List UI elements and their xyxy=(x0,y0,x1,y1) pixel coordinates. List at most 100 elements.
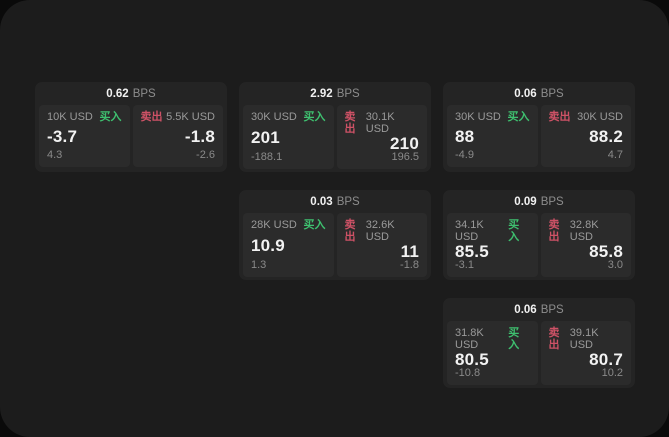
card-body: 28K USD 买入 10.9 1.3 卖出 32.6K USD 11 -1.8 xyxy=(239,213,431,280)
card-body: 31.8K USD 买入 80.5 -10.8 卖出 39.1K USD 80.… xyxy=(443,321,635,388)
card-header: 0.62 BPS xyxy=(35,82,227,105)
buy-tile-header: 30K USD 买入 xyxy=(251,111,326,123)
sell-tile[interactable]: 卖出 32.8K USD 85.8 3.0 xyxy=(540,213,631,278)
card-body: 30K USD 买入 88 -4.9 卖出 30K USD 88.2 4.7 xyxy=(443,105,635,172)
buy-tile[interactable]: 28K USD 买入 10.9 1.3 xyxy=(243,213,334,278)
card-body: 10K USD 买入 -3.7 4.3 卖出 5.5K USD -1.8 -2.… xyxy=(35,105,227,172)
sell-sub-value: -2.6 xyxy=(196,149,215,161)
quote-card: 0.06 BPS 30K USD 买入 88 -4.9 卖出 30K USD xyxy=(443,82,635,172)
bps-value: 0.62 xyxy=(106,87,129,100)
buy-amount: 10K USD xyxy=(47,111,93,123)
buy-value: 88 xyxy=(455,127,475,147)
buy-amount: 34.1K USD xyxy=(455,219,484,244)
sell-sub-value: 10.2 xyxy=(601,367,623,380)
sell-tile[interactable]: 卖出 5.5K USD -1.8 -2.6 xyxy=(132,105,223,167)
buy-sub-value: -4.9 xyxy=(455,149,474,161)
sell-tile-header: 卖出 30.1K USD xyxy=(345,111,420,135)
buy-tile-header: 28K USD 买入 xyxy=(251,219,326,231)
sell-value: 210 xyxy=(390,134,419,154)
buy-value: -3.7 xyxy=(47,127,78,147)
bps-unit: BPS xyxy=(540,195,564,208)
buy-sub-value: 4.3 xyxy=(47,149,63,161)
sell-tile[interactable]: 卖出 30K USD 88.2 4.7 xyxy=(540,105,631,167)
buy-sub-value: 1.3 xyxy=(251,259,267,272)
card-body: 34.1K USD 买入 85.5 -3.1 卖出 32.8K USD 85.8… xyxy=(443,213,635,280)
buy-tile[interactable]: 34.1K USD 买入 85.5 -3.1 xyxy=(447,213,538,278)
buy-value: 85.5 xyxy=(455,242,489,262)
card-header: 0.03 BPS xyxy=(239,190,431,213)
sell-amount: 30K USD xyxy=(577,111,623,123)
sell-label: 卖出 xyxy=(344,219,356,244)
sell-value: 80.7 xyxy=(589,350,623,370)
buy-label: 买入 xyxy=(507,111,530,123)
sell-tile[interactable]: 卖出 32.6K USD 11 -1.8 xyxy=(336,213,427,278)
sell-tile-header: 卖出 30K USD xyxy=(549,111,624,123)
bps-value: 0.09 xyxy=(514,195,537,208)
buy-tile[interactable]: 10K USD 买入 -3.7 4.3 xyxy=(39,105,130,167)
buy-label: 买入 xyxy=(303,219,326,231)
sell-tile-header: 卖出 5.5K USD xyxy=(141,111,216,123)
bps-value: 0.06 xyxy=(514,303,537,316)
sell-value: 11 xyxy=(400,242,419,262)
buy-sub-value: -10.8 xyxy=(455,367,481,380)
sell-tile-header: 卖出 39.1K USD xyxy=(549,327,624,351)
buy-tile-header: 34.1K USD 买入 xyxy=(455,219,530,243)
buy-tile[interactable]: 30K USD 买入 88 -4.9 xyxy=(447,105,538,167)
sell-sub-value: -1.8 xyxy=(400,259,419,272)
buy-value: 10.9 xyxy=(251,236,285,256)
buy-tile-header: 10K USD 买入 xyxy=(47,111,122,123)
buy-sub-value: -3.1 xyxy=(455,259,474,272)
sell-value: -1.8 xyxy=(184,127,215,147)
bps-unit: BPS xyxy=(540,303,564,316)
buy-label: 买入 xyxy=(99,111,122,123)
sell-label: 卖出 xyxy=(548,111,571,123)
sell-amount: 5.5K USD xyxy=(166,111,215,123)
quote-grid: 0.62 BPS 10K USD 买入 -3.7 4.3 卖出 5.5K USD xyxy=(35,82,635,388)
sell-label: 卖出 xyxy=(548,327,560,352)
buy-tile[interactable]: 30K USD 买入 201 -188.1 xyxy=(243,105,334,170)
sell-amount: 32.8K USD xyxy=(569,219,599,244)
sell-tile-header: 卖出 32.6K USD xyxy=(345,219,420,243)
card-header: 0.09 BPS xyxy=(443,190,635,213)
buy-tile-header: 31.8K USD 买入 xyxy=(455,327,530,351)
card-body: 30K USD 买入 201 -188.1 卖出 30.1K USD 210 1… xyxy=(239,105,431,172)
buy-label: 买入 xyxy=(508,219,520,244)
bps-unit: BPS xyxy=(132,87,156,100)
quote-card: 0.62 BPS 10K USD 买入 -3.7 4.3 卖出 5.5K USD xyxy=(35,82,227,172)
sell-label: 卖出 xyxy=(344,111,356,136)
buy-value: 201 xyxy=(251,128,280,148)
buy-value: 80.5 xyxy=(455,350,489,370)
bps-unit: BPS xyxy=(540,87,564,100)
sell-sub-value: 3.0 xyxy=(607,259,623,272)
buy-amount: 30K USD xyxy=(455,111,501,123)
sell-label: 卖出 xyxy=(548,219,560,244)
bps-value: 0.06 xyxy=(514,87,537,100)
sell-amount: 39.1K USD xyxy=(569,327,599,352)
sell-tile-header: 卖出 32.8K USD xyxy=(549,219,624,243)
buy-label: 买入 xyxy=(508,327,520,352)
buy-sub-value: -188.1 xyxy=(251,151,283,164)
buy-tile[interactable]: 31.8K USD 买入 80.5 -10.8 xyxy=(447,321,538,386)
buy-amount: 28K USD xyxy=(251,219,297,231)
sell-sub-value: 4.7 xyxy=(607,149,623,161)
sell-value: 85.8 xyxy=(589,242,623,262)
bps-value: 2.92 xyxy=(310,87,333,100)
buy-tile-header: 30K USD 买入 xyxy=(455,111,530,123)
sell-tile[interactable]: 卖出 39.1K USD 80.7 10.2 xyxy=(540,321,631,386)
buy-amount: 30K USD xyxy=(251,111,297,123)
bps-unit: BPS xyxy=(336,87,360,100)
sell-amount: 32.6K USD xyxy=(365,219,395,244)
card-header: 2.92 BPS xyxy=(239,82,431,105)
sell-label: 卖出 xyxy=(140,111,163,123)
bps-unit: BPS xyxy=(336,195,360,208)
bps-value: 0.03 xyxy=(310,195,333,208)
card-header: 0.06 BPS xyxy=(443,82,635,105)
quote-card: 0.06 BPS 31.8K USD 买入 80.5 -10.8 卖出 39.1… xyxy=(443,298,635,388)
buy-label: 买入 xyxy=(303,111,326,123)
sell-sub-value: 196.5 xyxy=(391,151,419,164)
sell-tile[interactable]: 卖出 30.1K USD 210 196.5 xyxy=(336,105,427,170)
quote-card: 0.09 BPS 34.1K USD 买入 85.5 -3.1 卖出 32.8K… xyxy=(443,190,635,280)
card-header: 0.06 BPS xyxy=(443,298,635,321)
quote-card: 0.03 BPS 28K USD 买入 10.9 1.3 卖出 32.6K US… xyxy=(239,190,431,280)
